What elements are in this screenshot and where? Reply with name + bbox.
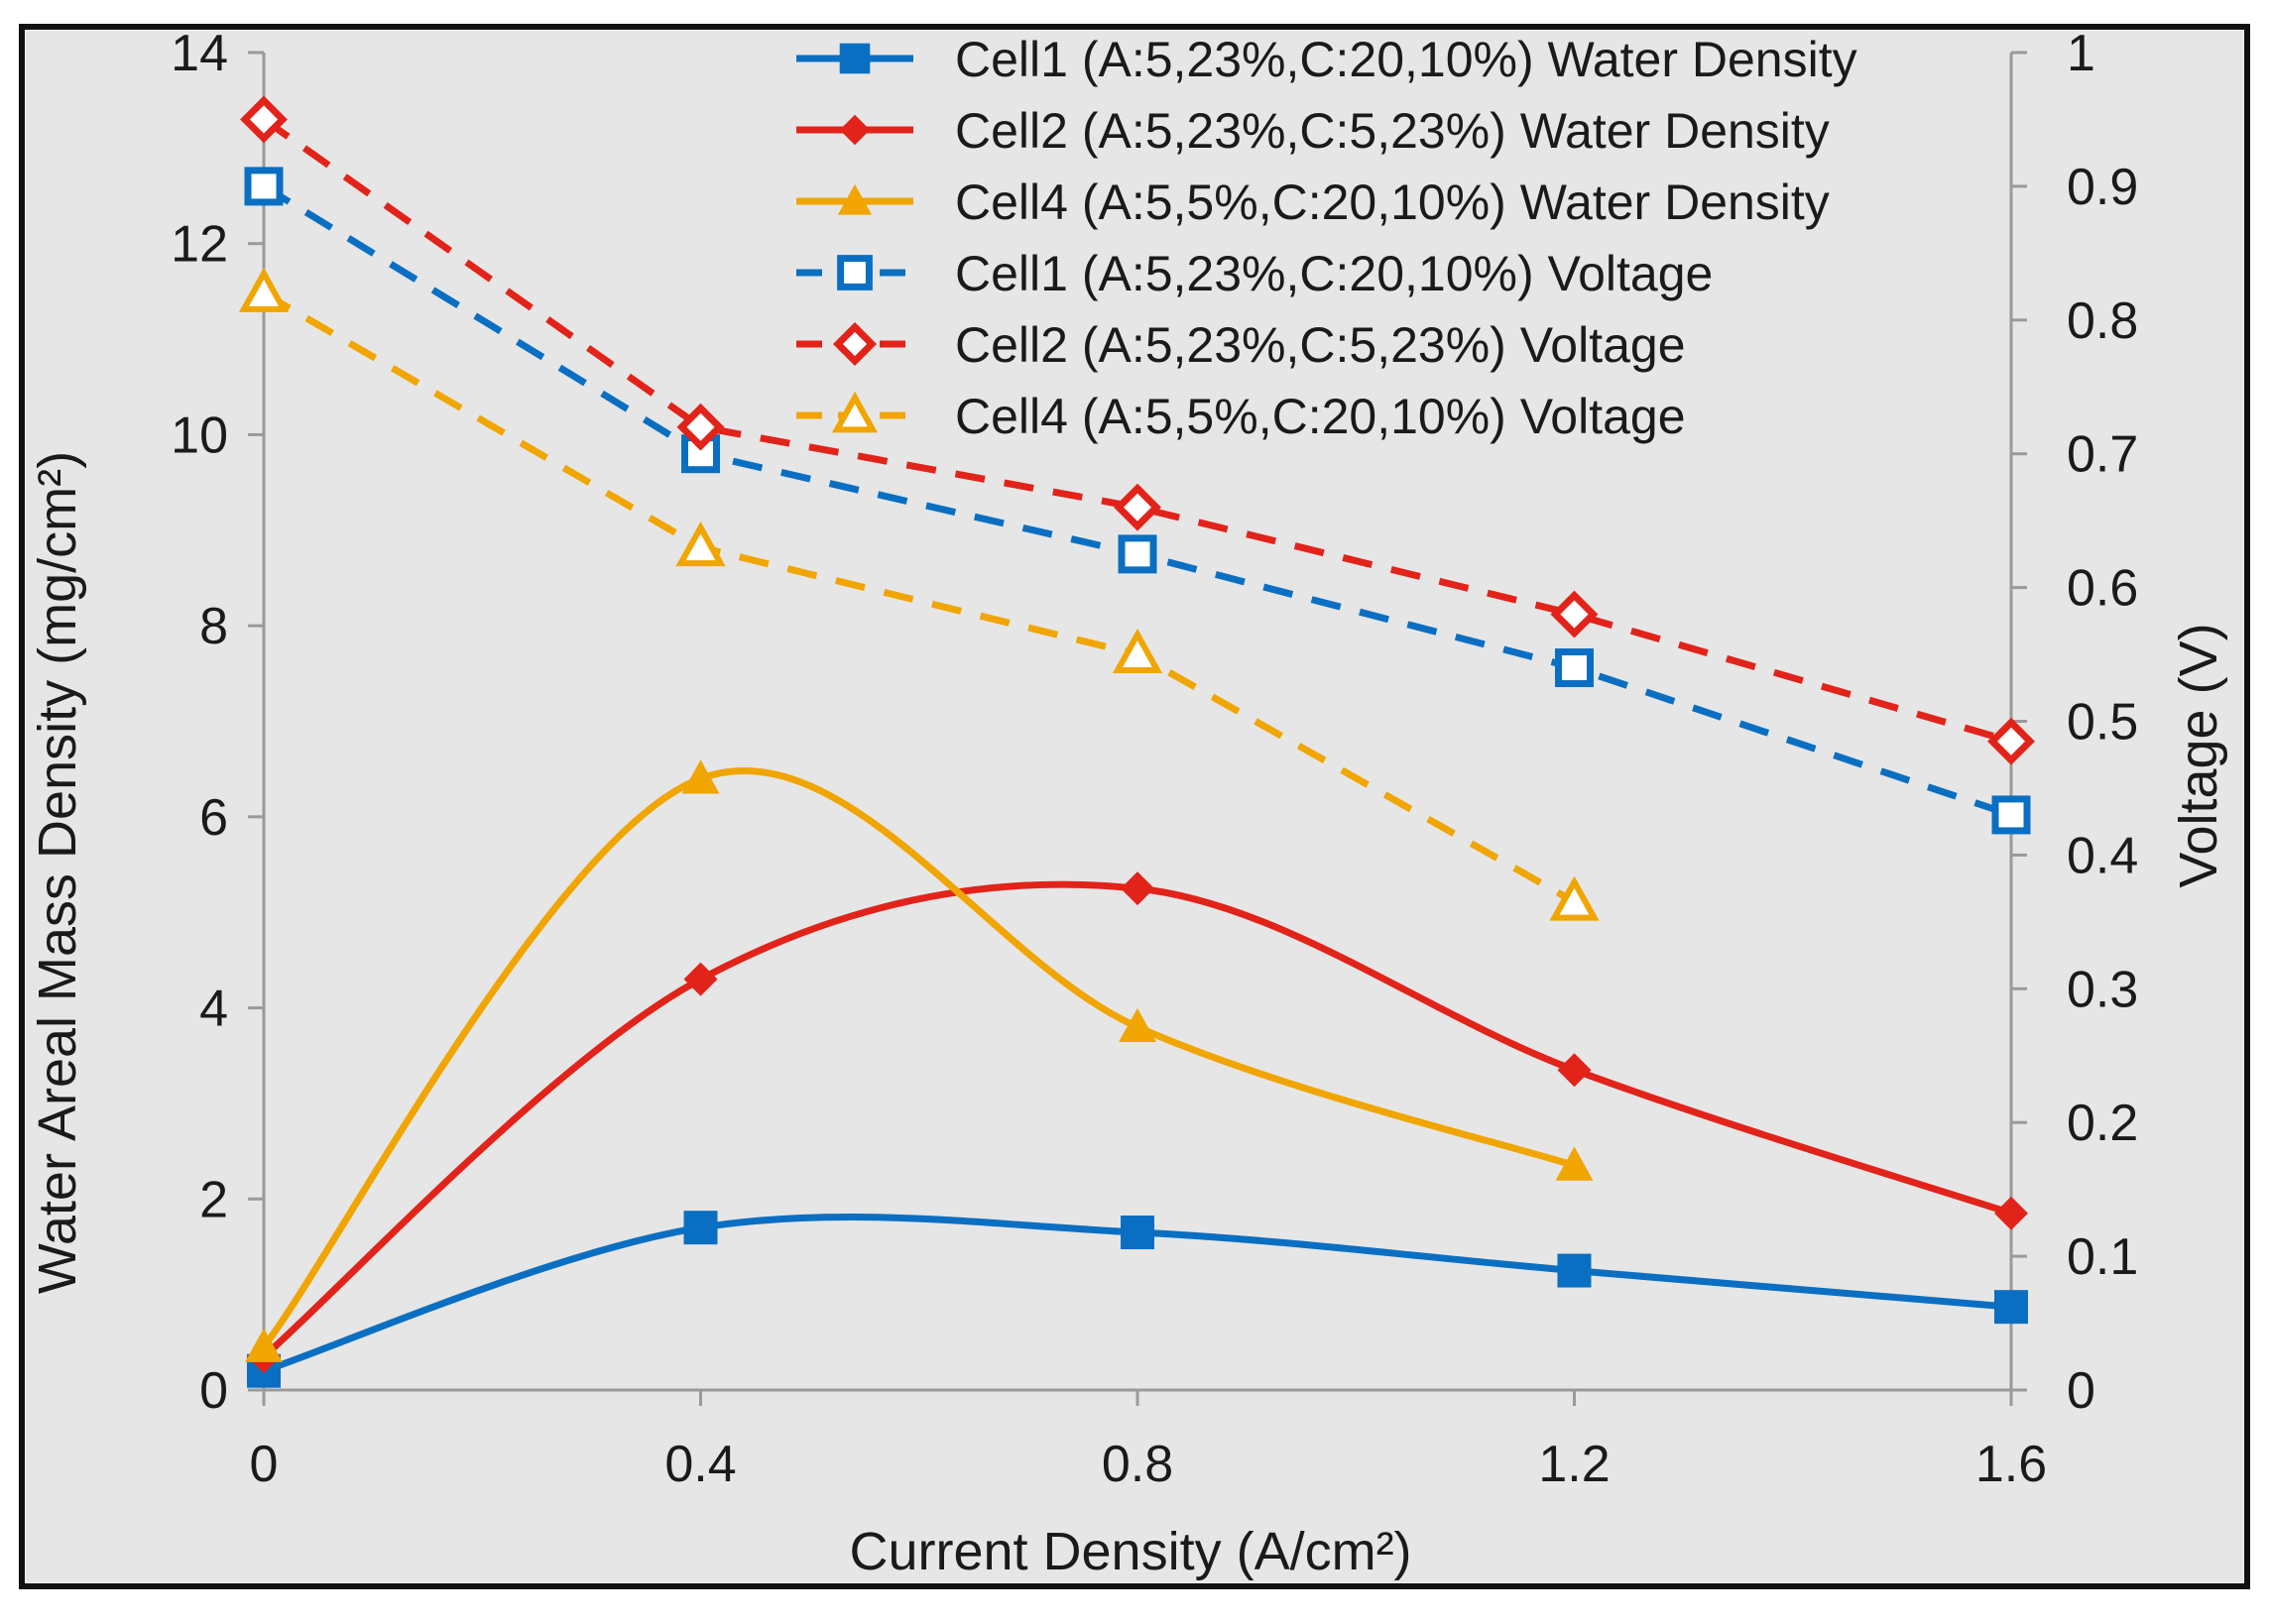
y-left-tick-label: 4 — [199, 981, 228, 1038]
series-3-point — [1555, 1146, 1594, 1181]
y-right-tick-label: 0.4 — [2067, 827, 2138, 884]
legend-item-4-label: Cell1 (A:5,23%,C:20,10%) Voltage — [955, 246, 1713, 301]
series-2-point — [1121, 871, 1154, 906]
series-5-point — [1987, 717, 2035, 765]
x-axis-title: Current Density (A/cm²) — [849, 1522, 1411, 1581]
y-left-tick-label: 12 — [171, 216, 228, 274]
y-left-tick-label: 6 — [199, 789, 228, 847]
series-3-point — [245, 1328, 283, 1362]
series-5-line — [261, 116, 2012, 746]
series-5-point — [1114, 483, 1161, 531]
x-tick-label: 1.2 — [1538, 1436, 1610, 1493]
y-left-tick-label: 2 — [199, 1171, 228, 1228]
series-4-point — [1555, 648, 1594, 688]
y-left-tick-label: 0 — [199, 1362, 228, 1420]
legend-item-3-label: Cell4 (A:5,5%,C:20,10%) Water Density — [955, 174, 1830, 230]
y-left-tick-label: 10 — [171, 406, 228, 464]
series-2-point — [1994, 1196, 2028, 1230]
series-5-point — [1550, 590, 1599, 638]
series-4-point — [244, 167, 284, 206]
y-left-tick-label: 14 — [171, 25, 228, 82]
y-right-tick-label: 0.2 — [2067, 1095, 2138, 1152]
x-tick-label: 1.6 — [1975, 1436, 2047, 1493]
x-tick-label: 0 — [250, 1436, 279, 1493]
y-right-tick-label: 0.5 — [2067, 694, 2138, 752]
y-right-tick-label: 1 — [2067, 25, 2095, 82]
y-left-tick-label: 8 — [199, 598, 228, 655]
series-1-point — [1557, 1253, 1592, 1288]
series-2-point — [1557, 1053, 1592, 1088]
series-5-point — [240, 95, 288, 144]
series-5-point — [676, 403, 725, 451]
y-right-tick-label: 0 — [2067, 1362, 2095, 1420]
series-2-point — [683, 962, 718, 996]
series-4-point — [1118, 534, 1157, 574]
x-tick-label: 0.8 — [1102, 1436, 1173, 1493]
y-axis-right-title: Voltage (V) — [2169, 623, 2228, 887]
series-3-line — [261, 767, 1576, 1349]
legend-item-6-label: Cell4 (A:5,5%,C:20,10%) Voltage — [955, 389, 1686, 444]
legend-item-1-swatch-marker — [839, 43, 871, 74]
y-right-tick-label: 0.1 — [2067, 1228, 2138, 1286]
legend-item-5-label: Cell2 (A:5,23%,C:5,23%) Voltage — [955, 317, 1686, 373]
legend-item-3-swatch-marker — [837, 183, 873, 215]
series-6-point — [238, 267, 290, 312]
legend-item-6-swatch-marker — [831, 391, 879, 433]
series-6-point — [675, 521, 726, 567]
y-right-tick-label: 0.7 — [2067, 426, 2138, 484]
legend-item-2-swatch-marker — [839, 114, 871, 146]
series-3-point — [1119, 1007, 1156, 1043]
legend-item-1-label: Cell1 (A:5,23%,C:20,10%) Water Density — [955, 32, 1857, 87]
series-3-point — [681, 759, 720, 794]
legend-item-5-swatch-marker — [832, 321, 878, 367]
series-6-line — [262, 290, 1577, 905]
y-right-tick-label: 0.6 — [2067, 560, 2138, 618]
y-right-tick-label: 0.9 — [2067, 159, 2138, 216]
y-right-tick-label: 0.8 — [2067, 292, 2138, 350]
series-6-point — [1549, 875, 1600, 921]
y-axis-left-title: Water Areal Mass Density (mg/cm²) — [28, 451, 87, 1294]
series-1-point — [1121, 1216, 1154, 1250]
legend-item-4-swatch-marker — [837, 255, 873, 290]
series-6-point — [1112, 628, 1163, 674]
series-4-point — [1991, 795, 2031, 835]
legend-item-2-label: Cell2 (A:5,23%,C:5,23%) Water Density — [955, 103, 1830, 159]
x-tick-label: 0.4 — [664, 1436, 736, 1493]
series-1-point — [1994, 1290, 2028, 1325]
series-1-point — [683, 1211, 718, 1245]
y-right-tick-label: 0.3 — [2067, 961, 2138, 1018]
